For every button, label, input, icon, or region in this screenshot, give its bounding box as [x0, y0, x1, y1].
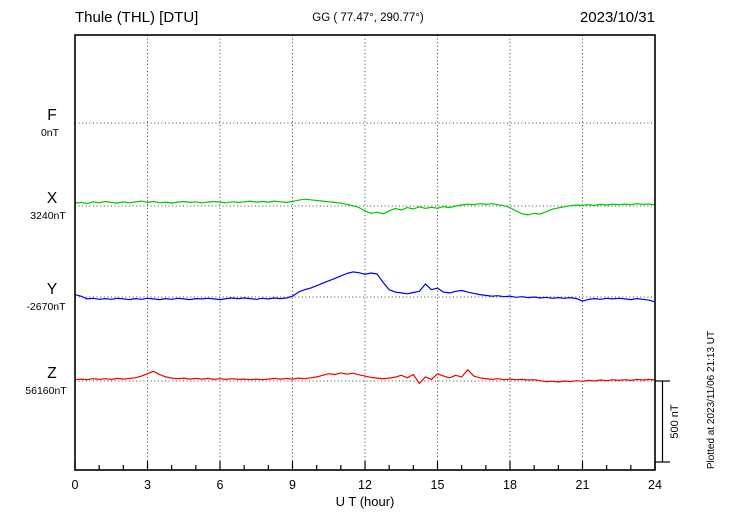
channel-label-X: X — [47, 190, 58, 207]
x-axis-tick-labels: 0 3 6 9 12 15 18 21 24 — [72, 478, 662, 492]
data-traces — [74, 198, 656, 384]
trace-Y — [74, 271, 656, 303]
channel-baseline-F: 0nT — [41, 127, 60, 139]
trace-X — [74, 198, 656, 216]
scale-bar-label: 500 nT — [669, 404, 681, 439]
x-tick-label: 15 — [431, 478, 445, 492]
channel-baseline-X: 3240nT — [30, 210, 66, 222]
x-tick-label: 21 — [576, 478, 590, 492]
channel-baseline-Z: 56160nT — [25, 385, 67, 397]
grid-lines — [74, 35, 656, 470]
x-tick-label: 9 — [289, 478, 296, 492]
station-title: Thule (THL) [DTU] — [75, 9, 198, 26]
gg-coordinates: GG ( 77.47°, 290.77°) — [312, 12, 424, 24]
trace-Z — [74, 369, 656, 384]
scale-bar: 500 nT — [655, 380, 681, 463]
channel-label-F: F — [47, 107, 56, 124]
channel-label-Z: Z — [47, 365, 56, 382]
x-tick-label: 0 — [72, 478, 79, 492]
x-axis-label: U T (hour) — [336, 494, 395, 509]
plotted-at-note: Plotted at 2023/11/06 21:13 UT — [706, 331, 717, 469]
plot-date: 2023/10/31 — [580, 9, 655, 26]
x-tick-label: 12 — [358, 478, 372, 492]
channel-baseline-Y: -2670nT — [26, 301, 66, 313]
channel-label-Y: Y — [47, 281, 57, 298]
x-tick-label: 6 — [217, 478, 224, 492]
x-tick-label: 24 — [648, 478, 662, 492]
x-tick-label: 18 — [503, 478, 517, 492]
x-tick-label: 3 — [144, 478, 151, 492]
plot-frame — [74, 34, 656, 471]
